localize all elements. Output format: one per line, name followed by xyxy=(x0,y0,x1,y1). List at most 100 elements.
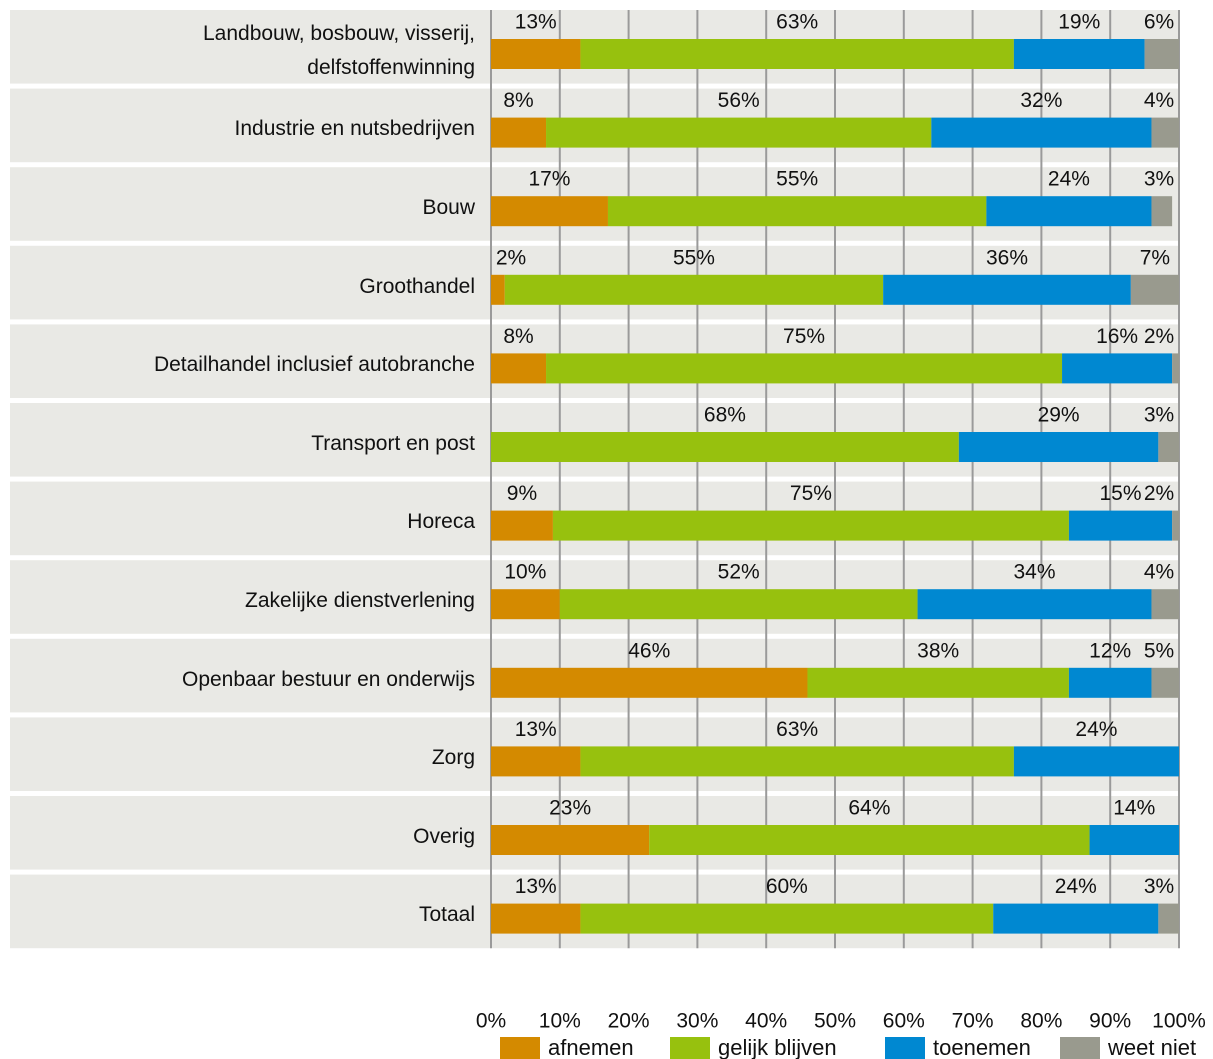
bar-segment xyxy=(491,196,608,227)
data-label: 15% xyxy=(1100,482,1142,505)
data-label: 24% xyxy=(1075,718,1117,741)
bar-segment xyxy=(1068,510,1173,541)
bar-segment xyxy=(1089,825,1179,855)
data-label: 13% xyxy=(515,875,557,898)
bar-segment xyxy=(552,510,1069,541)
bar-segment xyxy=(491,903,581,934)
data-label: 3% xyxy=(1144,875,1174,898)
data-label: 17% xyxy=(528,168,570,191)
x-tick-label: 10% xyxy=(539,1010,581,1033)
category-label: Detailhandel inclusief autobranche xyxy=(153,353,475,377)
legend-swatch xyxy=(500,1037,540,1059)
data-label: 75% xyxy=(790,482,832,505)
bar-segment xyxy=(986,196,1152,227)
category-label: Bouw xyxy=(422,195,475,219)
bar-segment xyxy=(491,746,581,777)
data-label: 34% xyxy=(1014,561,1056,584)
bar-segment xyxy=(931,117,1152,148)
bar-segment xyxy=(546,353,1063,384)
data-label: 2% xyxy=(496,246,526,269)
category-label: Groothandel xyxy=(359,274,475,298)
category-label: Zorg xyxy=(431,746,475,770)
bar-segment xyxy=(917,589,1152,620)
data-label: 38% xyxy=(917,639,959,662)
category-label: Transport en post xyxy=(311,431,475,455)
data-label: 23% xyxy=(549,797,591,820)
bar-segment xyxy=(958,432,1159,462)
data-label: 13% xyxy=(515,718,557,741)
bar-segment xyxy=(1062,353,1173,384)
x-tick-label: 100% xyxy=(1152,1010,1206,1033)
bar-segment xyxy=(1144,39,1179,69)
x-tick-label: 60% xyxy=(883,1010,925,1033)
data-label: 19% xyxy=(1058,11,1100,34)
data-label: 12% xyxy=(1089,639,1131,662)
bar-segment xyxy=(607,196,987,227)
bar-segment xyxy=(1151,117,1179,148)
data-label: 29% xyxy=(1038,404,1080,427)
data-label: 2% xyxy=(1144,482,1174,505)
data-label: 4% xyxy=(1144,561,1174,584)
bar-segment xyxy=(580,746,1014,777)
bar-segment xyxy=(1013,746,1179,777)
data-label: 56% xyxy=(718,89,760,112)
category-label: Totaal xyxy=(418,903,475,927)
bar-segment xyxy=(559,589,918,620)
bar-segment xyxy=(1151,589,1179,620)
category-label: Landbouw, bosbouw, visserij, delfstoffen… xyxy=(202,21,475,79)
legend-label: weet niet xyxy=(1107,1035,1196,1059)
data-label: 64% xyxy=(848,797,890,820)
category-label: Overig xyxy=(413,824,475,848)
data-label: 32% xyxy=(1020,89,1062,112)
x-tick-label: 90% xyxy=(1089,1010,1131,1033)
bar-segment xyxy=(491,825,650,855)
bar-segment xyxy=(491,39,581,69)
bar-segment xyxy=(491,667,808,698)
data-label: 36% xyxy=(986,246,1028,269)
x-tick-label: 50% xyxy=(814,1010,856,1033)
bar-segment xyxy=(1172,353,1179,384)
data-label: 7% xyxy=(1140,246,1170,269)
bar-segment xyxy=(491,589,560,620)
data-label: 46% xyxy=(628,639,670,662)
legend-label: toenemen xyxy=(933,1035,1031,1059)
legend-swatch xyxy=(1060,1037,1100,1059)
bar-segment xyxy=(649,825,1090,855)
data-label: 13% xyxy=(515,11,557,34)
bar-segment xyxy=(491,353,547,384)
category-label: Zakelijke dienstverlening xyxy=(245,588,475,612)
bar-segment xyxy=(807,667,1069,698)
bar-segment xyxy=(1172,510,1179,541)
data-label: 52% xyxy=(718,561,760,584)
legend-swatch xyxy=(670,1037,710,1059)
data-label: 24% xyxy=(1048,168,1090,191)
bar-segment xyxy=(883,274,1131,305)
bar-segment xyxy=(504,274,884,305)
data-label: 3% xyxy=(1144,168,1174,191)
bar-segment xyxy=(1130,274,1179,305)
data-label: 75% xyxy=(783,325,825,348)
data-label: 16% xyxy=(1096,325,1138,348)
bar-segment xyxy=(580,39,1014,69)
legend-label: afnemen xyxy=(548,1035,634,1059)
data-label: 8% xyxy=(503,89,533,112)
x-tick-label: 0% xyxy=(476,1010,506,1033)
data-label: 3% xyxy=(1144,404,1174,427)
data-label: 2% xyxy=(1144,325,1174,348)
data-label: 8% xyxy=(503,325,533,348)
x-tick-label: 20% xyxy=(608,1010,650,1033)
bar-segment xyxy=(1158,903,1179,934)
data-label: 4% xyxy=(1144,89,1174,112)
bar-segment xyxy=(491,432,959,462)
x-tick-label: 40% xyxy=(745,1010,787,1033)
data-label: 9% xyxy=(507,482,537,505)
bar-segment xyxy=(580,903,994,934)
bar-segment xyxy=(491,274,505,305)
data-label: 55% xyxy=(673,246,715,269)
x-tick-label: 70% xyxy=(952,1010,994,1033)
bar-segment xyxy=(491,510,553,541)
data-label: 24% xyxy=(1055,875,1097,898)
bar-segment xyxy=(546,117,932,148)
